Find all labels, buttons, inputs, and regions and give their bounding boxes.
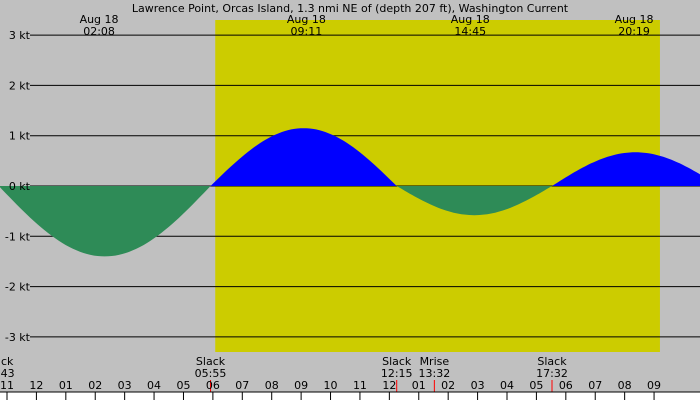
event-time: 22:43 — [0, 367, 15, 380]
y-tick-label: 3 kt — [9, 29, 31, 42]
extremum-date: Aug 18 — [615, 13, 654, 26]
event-name: Slack — [196, 355, 226, 368]
event-name: Slack — [382, 355, 412, 368]
chart-title: Lawrence Point, Orcas Island, 1.3 nmi NE… — [132, 2, 569, 15]
y-tick-label: -3 kt — [5, 331, 31, 344]
current-areas — [0, 128, 700, 257]
x-tick-label: 12 — [382, 379, 396, 392]
y-tick-label: 2 kt — [9, 79, 31, 92]
x-tick-label: 11 — [353, 379, 367, 392]
flood-area-3 — [552, 152, 700, 186]
y-tick-label: -2 kt — [5, 281, 31, 294]
x-tick-label: 01 — [412, 379, 426, 392]
event-time: 17:32 — [536, 367, 568, 380]
event-time: 13:32 — [419, 367, 451, 380]
x-tick-label: 03 — [471, 379, 485, 392]
y-axis-labels: 3 kt 2 kt 1 kt 0 kt -1 kt -2 kt -3 kt — [5, 29, 31, 344]
x-tick-label: 07 — [235, 379, 249, 392]
extremum-time: 14:45 — [454, 25, 486, 38]
x-axis: 11 12 01 02 03 04 05 06 07 08 09 10 11 12 01 02 03 04 05 06… — [0, 379, 700, 400]
extremum-date: Aug 18 — [287, 13, 326, 26]
x-tick-label: 03 — [118, 379, 132, 392]
x-axis-strip — [0, 392, 700, 400]
ebb-area-2 — [396, 186, 552, 216]
y-tick-label: 1 kt — [9, 130, 31, 143]
x-tick-label: 01 — [59, 379, 73, 392]
x-tick-label: 10 — [324, 379, 338, 392]
x-tick-label: 05 — [176, 379, 190, 392]
event-name: Mrise — [420, 355, 450, 368]
event-name: Slack — [0, 355, 14, 368]
extremum-date: Aug 18 — [80, 13, 119, 26]
x-tick-label: 08 — [265, 379, 279, 392]
event-name: Slack — [537, 355, 567, 368]
x-tick-label: 04 — [500, 379, 514, 392]
x-tick-label: 08 — [618, 379, 632, 392]
extremum-date: Aug 18 — [451, 13, 490, 26]
event-time: 12:15 — [381, 367, 413, 380]
x-tick-label: 06 — [206, 379, 220, 392]
x-tick-label: 05 — [529, 379, 543, 392]
x-tick-label: 09 — [294, 379, 308, 392]
x-tick-label: 06 — [559, 379, 573, 392]
extremum-time: 20:19 — [618, 25, 650, 38]
x-tick-label: 12 — [29, 379, 43, 392]
ebb-area-0 — [0, 186, 211, 257]
y-tick-label: 0 kt — [9, 180, 31, 193]
x-tick-label: 07 — [588, 379, 602, 392]
x-tick-label: 02 — [441, 379, 455, 392]
extremum-time: 02:08 — [83, 25, 115, 38]
extremum-time: 09:11 — [291, 25, 323, 38]
event-time: 05:55 — [195, 367, 227, 380]
y-tick-label: -1 kt — [5, 230, 31, 243]
x-tick-label: 02 — [88, 379, 102, 392]
x-tick-label: 09 — [647, 379, 661, 392]
event-labels: Slack22:43Slack05:55Slack12:15Mrise13:32… — [0, 355, 568, 392]
flood-area-1 — [210, 128, 397, 186]
x-tick-label: 11 — [0, 379, 14, 392]
x-tick-label: 04 — [147, 379, 161, 392]
